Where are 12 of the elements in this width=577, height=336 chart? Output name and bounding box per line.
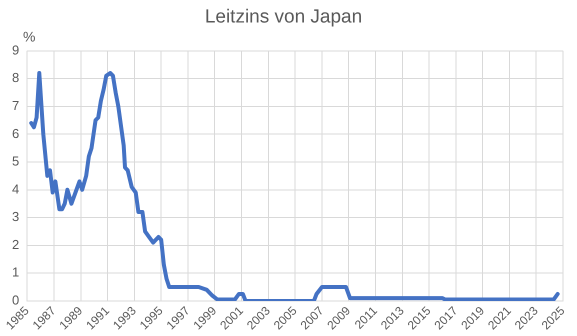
y-tick-label: 3 <box>12 209 20 224</box>
y-tick-label: 6 <box>12 126 20 141</box>
y-tick-label: 7 <box>12 98 20 113</box>
y-tick-label: 1 <box>12 264 20 280</box>
y-tick-label: 5 <box>12 154 20 169</box>
y-tick-label: 9 <box>12 42 20 58</box>
y-axis-title: % <box>23 28 36 45</box>
y-tick-label: 4 <box>12 181 20 196</box>
chart-title: Leitzins von Japan <box>204 6 362 28</box>
y-tick-label: 0 <box>12 292 20 308</box>
y-tick-label: 8 <box>12 70 20 86</box>
y-tick-label: 2 <box>12 236 20 252</box>
